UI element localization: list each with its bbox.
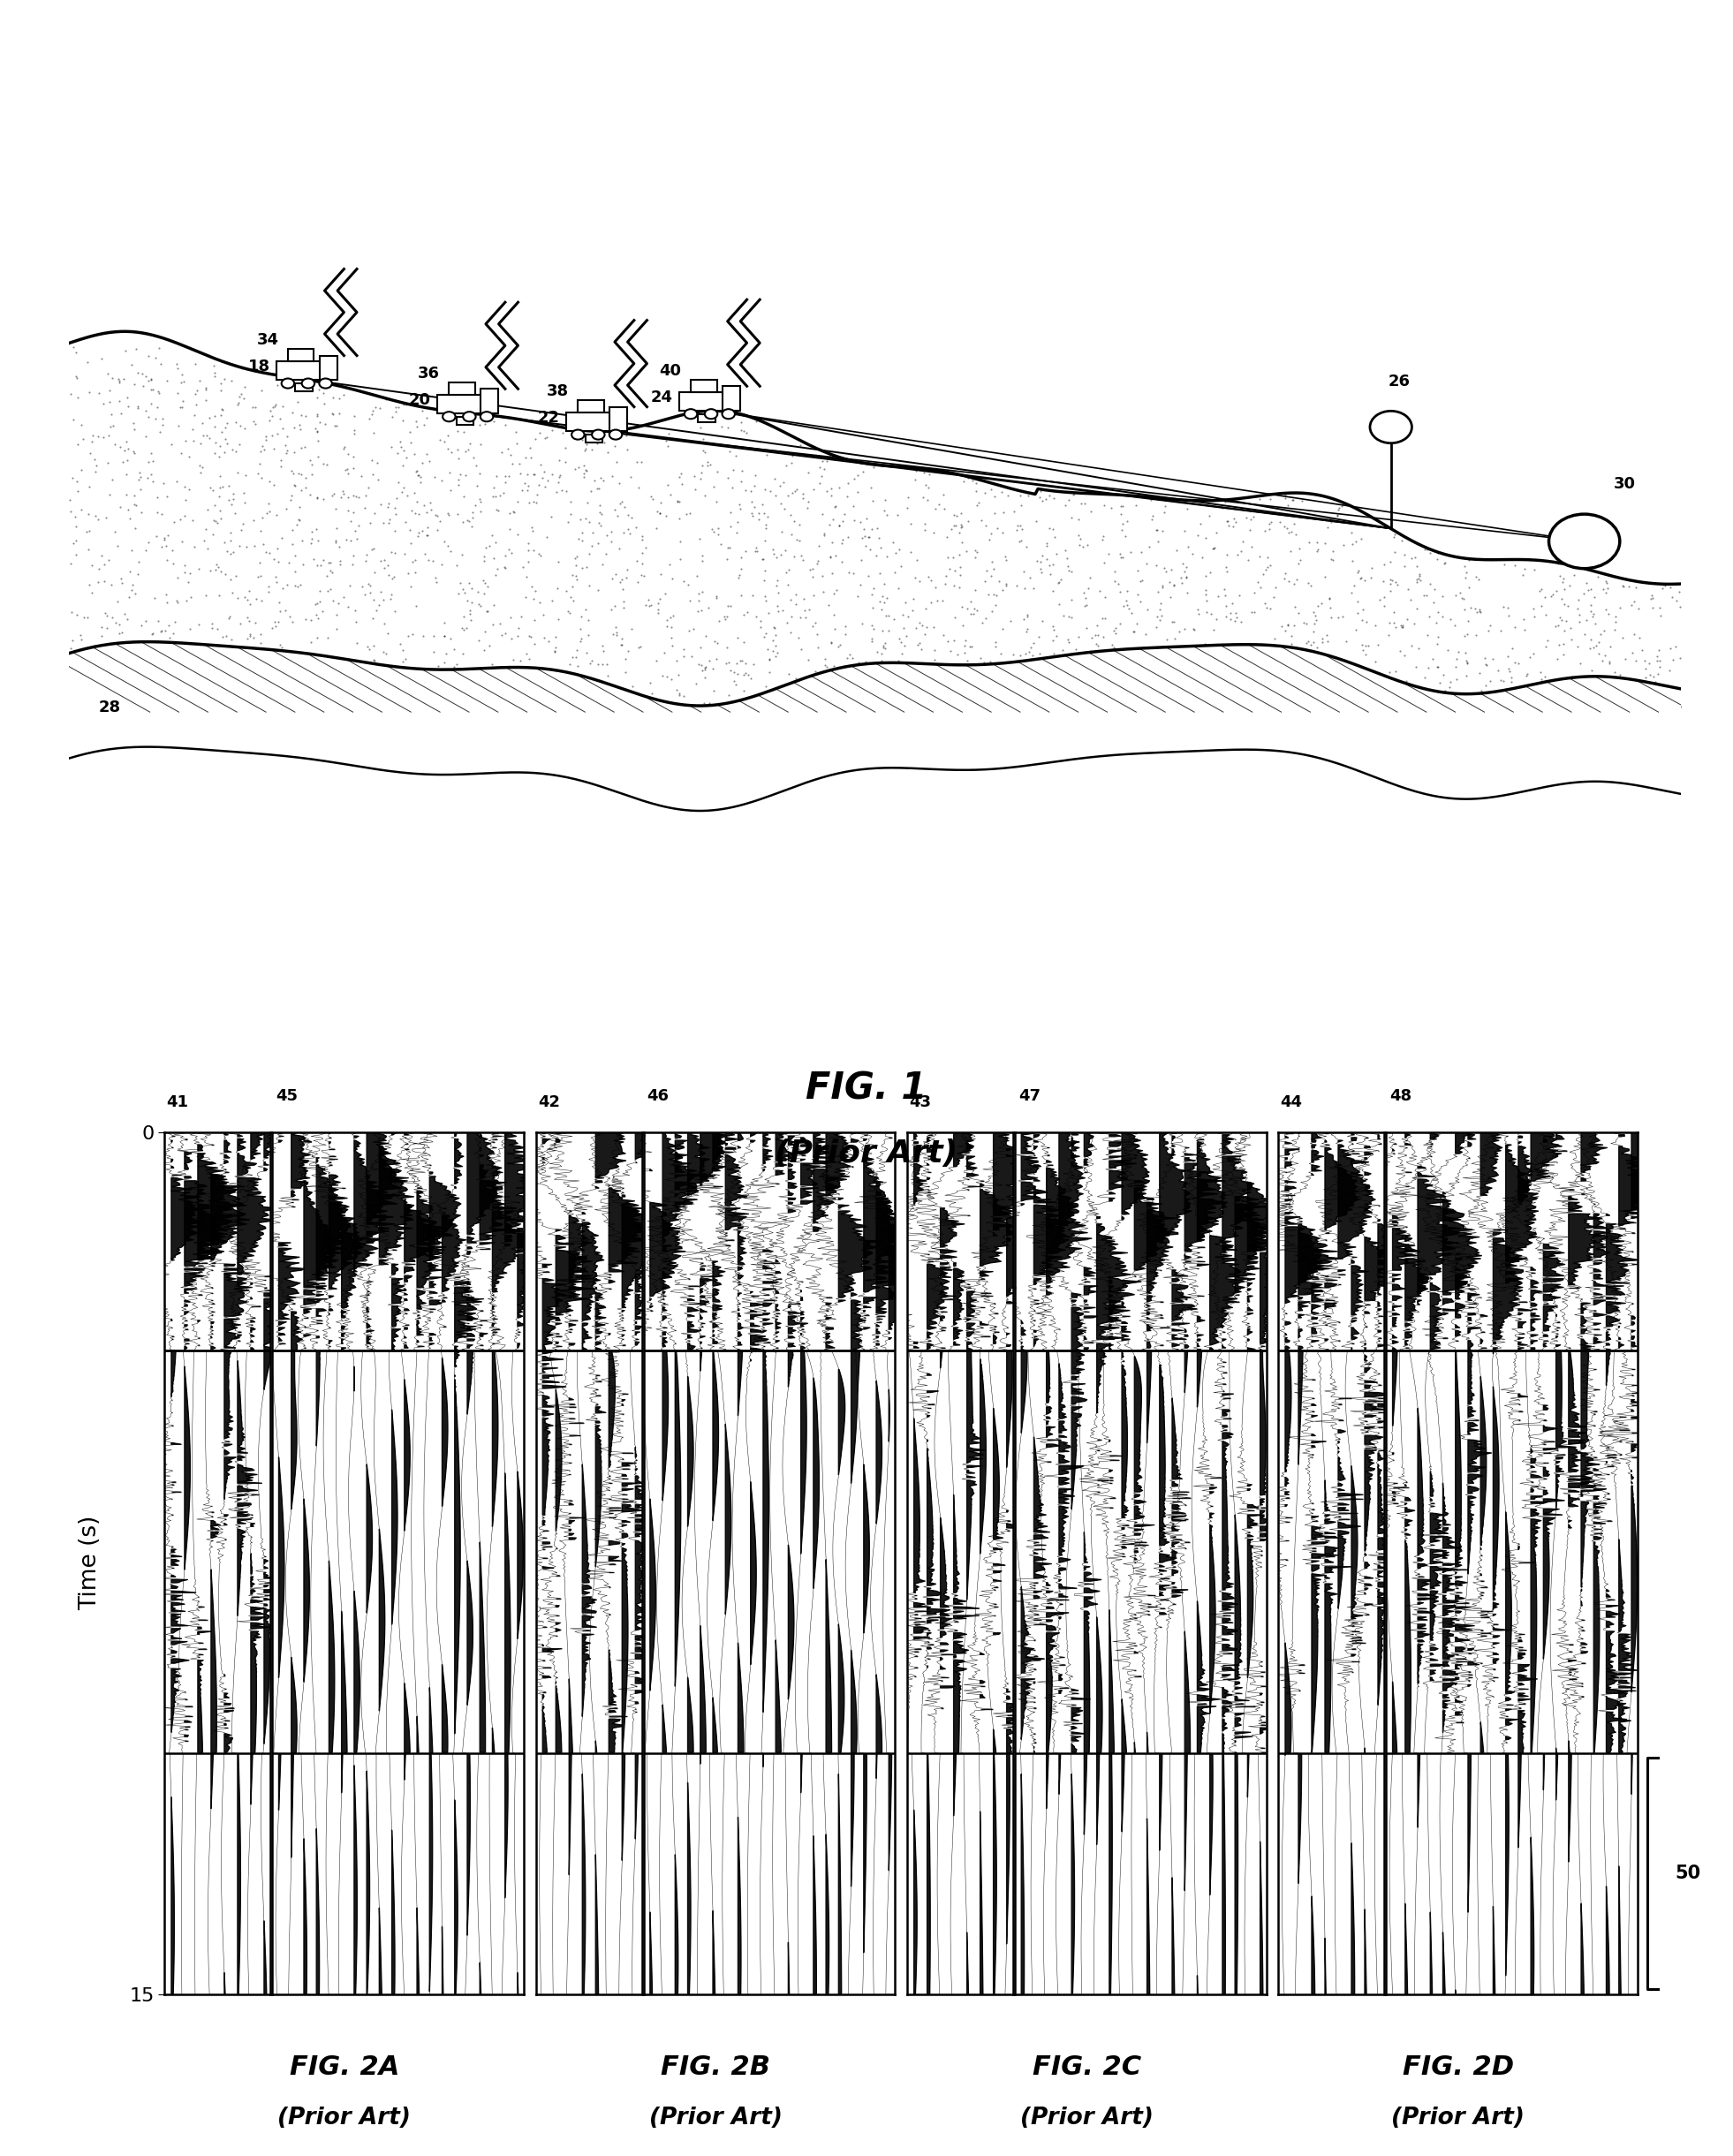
- Circle shape: [572, 429, 584, 440]
- Polygon shape: [69, 642, 1681, 811]
- Circle shape: [705, 410, 717, 418]
- Bar: [276, 360, 329, 379]
- Text: 26: 26: [1388, 373, 1411, 390]
- Text: 46: 46: [646, 1089, 669, 1104]
- Bar: [321, 356, 338, 379]
- Bar: [456, 416, 473, 425]
- Bar: [449, 382, 475, 395]
- Text: 47: 47: [1019, 1089, 1040, 1104]
- Text: 30: 30: [1613, 476, 1636, 492]
- Bar: [586, 436, 603, 442]
- Text: 48: 48: [1390, 1089, 1412, 1104]
- Circle shape: [480, 412, 494, 423]
- Circle shape: [319, 379, 333, 388]
- Text: (Prior Art): (Prior Art): [775, 1138, 958, 1169]
- Circle shape: [610, 429, 622, 440]
- Circle shape: [1371, 412, 1412, 444]
- Bar: [288, 349, 314, 360]
- Circle shape: [685, 410, 697, 418]
- Text: FIG. 1: FIG. 1: [806, 1069, 927, 1108]
- Circle shape: [593, 429, 605, 440]
- Text: 44: 44: [1281, 1095, 1301, 1110]
- Circle shape: [723, 410, 735, 418]
- Text: (Prior Art): (Prior Art): [1392, 2106, 1525, 2130]
- Bar: [437, 395, 490, 414]
- Text: (Prior Art): (Prior Art): [1021, 2106, 1154, 2130]
- Text: 43: 43: [908, 1095, 931, 1110]
- Text: 28: 28: [99, 701, 121, 716]
- Circle shape: [1549, 513, 1620, 569]
- Bar: [691, 379, 717, 392]
- Bar: [295, 384, 312, 390]
- Bar: [698, 414, 716, 423]
- Circle shape: [302, 379, 315, 388]
- Bar: [723, 386, 740, 410]
- Bar: [579, 401, 605, 412]
- Text: FIG. 2C: FIG. 2C: [1033, 2055, 1142, 2081]
- Text: FIG. 2D: FIG. 2D: [1402, 2055, 1515, 2081]
- Text: 36: 36: [418, 364, 440, 382]
- Text: 40: 40: [660, 362, 681, 379]
- Text: 50: 50: [1676, 1865, 1702, 1882]
- Text: FIG. 2B: FIG. 2B: [660, 2055, 769, 2081]
- Bar: [679, 392, 731, 410]
- Bar: [482, 388, 499, 414]
- Text: FIG. 2A: FIG. 2A: [289, 2055, 399, 2081]
- Text: 45: 45: [276, 1089, 298, 1104]
- Bar: [610, 407, 627, 431]
- Text: 38: 38: [546, 384, 568, 399]
- Bar: [567, 412, 619, 431]
- Text: 18: 18: [248, 358, 270, 375]
- Text: Time (s): Time (s): [78, 1516, 102, 1611]
- Text: 22: 22: [537, 410, 560, 427]
- Circle shape: [442, 412, 456, 423]
- Circle shape: [463, 412, 477, 423]
- Text: 20: 20: [409, 392, 432, 407]
- Circle shape: [281, 379, 295, 388]
- Text: 24: 24: [650, 390, 672, 405]
- Text: 42: 42: [537, 1095, 560, 1110]
- Text: 34: 34: [256, 332, 279, 347]
- Text: (Prior Art): (Prior Art): [648, 2106, 782, 2130]
- Text: (Prior Art): (Prior Art): [277, 2106, 411, 2130]
- Text: 41: 41: [166, 1095, 189, 1110]
